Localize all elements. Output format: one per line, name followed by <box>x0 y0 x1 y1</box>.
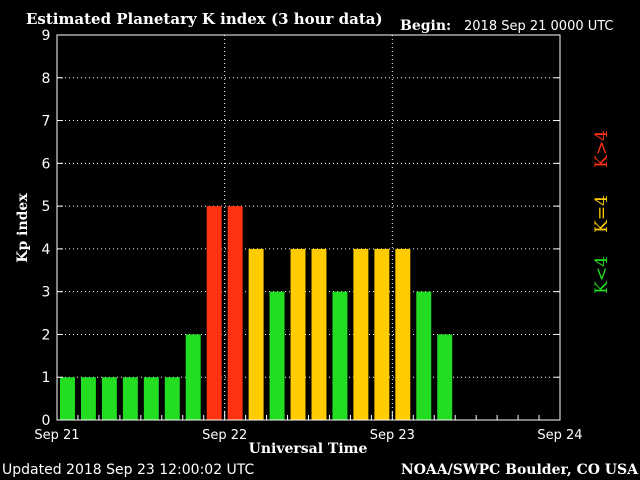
y-tick-label: 3 <box>42 285 51 301</box>
footer-credit: NOAA/SWPC Boulder, CO USA <box>401 462 639 478</box>
kp-bar <box>60 377 75 420</box>
kp-bar <box>332 291 348 420</box>
y-tick-label: 1 <box>42 370 51 386</box>
kp-bar <box>269 291 285 420</box>
kp-bar <box>227 206 243 420</box>
y-tick-label: 6 <box>42 156 51 172</box>
x-axis-label: Universal Time <box>249 441 368 457</box>
kp-bar <box>206 206 222 420</box>
x-tick-label: Sep 21 <box>34 428 79 443</box>
legend: K<4 K=4 K>4 <box>592 130 612 294</box>
y-tick-label: 9 <box>42 28 51 44</box>
kp-bar <box>395 248 411 420</box>
kp-bar <box>353 248 369 420</box>
kp-bar <box>185 334 201 420</box>
y-axis-label: Kp index <box>15 193 31 263</box>
y-tick-label: 5 <box>42 199 51 215</box>
y-tick-label: 0 <box>42 413 51 429</box>
grid <box>57 35 560 420</box>
x-ticks: Sep 21 Sep 22 Sep 23 Sep 24 <box>34 411 583 443</box>
plot-frame <box>56 34 561 421</box>
kp-bar <box>248 248 264 420</box>
kp-bar <box>437 334 453 420</box>
y-tick-label: 4 <box>42 242 51 258</box>
kp-bar <box>416 291 432 420</box>
x-tick-label: Sep 23 <box>370 428 415 443</box>
begin-label: Begin: <box>400 18 451 34</box>
legend-entry: K<4 <box>592 256 612 294</box>
kp-bar <box>143 377 159 420</box>
bars <box>60 206 453 420</box>
x-tick-label: Sep 24 <box>537 428 582 443</box>
y-tick-label: 7 <box>42 114 51 130</box>
y-ticks: 0 1 2 3 4 5 6 7 8 9 <box>42 28 560 429</box>
kp-bar <box>290 248 306 420</box>
legend-entry: K=4 <box>592 195 612 233</box>
kp-bar <box>122 377 138 420</box>
legend-entry: K>4 <box>592 130 612 168</box>
y-tick-label: 2 <box>42 327 51 343</box>
kp-bar <box>164 377 180 420</box>
y-tick-label: 8 <box>42 71 51 87</box>
kp-bar <box>311 248 327 420</box>
footer-updated: Updated 2018 Sep 23 12:00:02 UTC <box>2 462 255 478</box>
kp-bar <box>374 248 390 420</box>
x-tick-label: Sep 22 <box>202 428 247 443</box>
begin-value: 2018 Sep 21 0000 UTC <box>464 19 614 34</box>
chart-title: Estimated Planetary K index (3 hour data… <box>26 10 383 28</box>
kp-bar <box>80 377 96 420</box>
kp-bar <box>101 377 117 420</box>
